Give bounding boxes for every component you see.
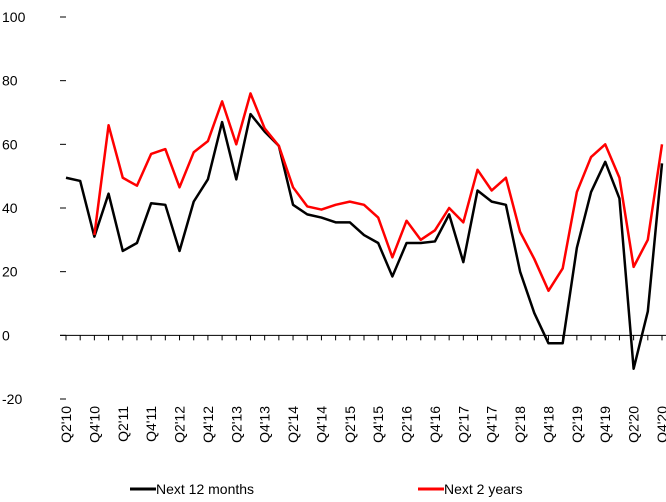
x-tick-label: Q4'12 [200, 406, 216, 443]
x-tick-label: Q4'13 [257, 406, 273, 443]
y-tick-label: 80 [2, 73, 18, 89]
x-tick-label: Q2'11 [115, 406, 131, 442]
y-tick-label: 60 [2, 136, 18, 152]
x-tick-label: Q2'16 [399, 406, 415, 443]
x-tick-label: Q4'15 [370, 406, 386, 443]
x-tick-label: Q2'18 [512, 406, 528, 443]
y-tick-label: 100 [2, 9, 26, 25]
x-tick-label: Q4'20 [654, 406, 666, 443]
legend-label: Next 2 years [444, 481, 523, 497]
x-tick-label: Q4'16 [427, 406, 443, 443]
y-tick-label: -20 [2, 391, 22, 407]
y-tick-label: 20 [2, 264, 18, 280]
legend-label: Next 12 months [156, 481, 254, 497]
x-tick-label: Q4'17 [484, 406, 500, 443]
series-line [93, 92, 664, 293]
x-tick-label: Q2'19 [569, 406, 585, 443]
x-tick-label: Q2'10 [58, 406, 74, 443]
x-tick-label: Q2'14 [285, 406, 301, 443]
x-tick-label: Q4'14 [313, 406, 329, 443]
x-tick-label: Q2'12 [172, 406, 188, 443]
x-tick-label: Q4'18 [540, 406, 556, 443]
x-tick-label: Q4'10 [86, 406, 102, 443]
x-tick-label: Q2'15 [342, 406, 358, 443]
x-tick-label: Q2'17 [455, 406, 471, 443]
y-tick-label: 0 [2, 327, 10, 343]
series-line [65, 112, 664, 371]
y-tick-label: 40 [2, 200, 18, 216]
x-tick-label: Q2'13 [228, 406, 244, 443]
x-tick-label: Q2'20 [626, 406, 642, 443]
x-tick-label: Q4'11 [143, 406, 159, 442]
x-tick-label: Q4'19 [597, 406, 613, 443]
